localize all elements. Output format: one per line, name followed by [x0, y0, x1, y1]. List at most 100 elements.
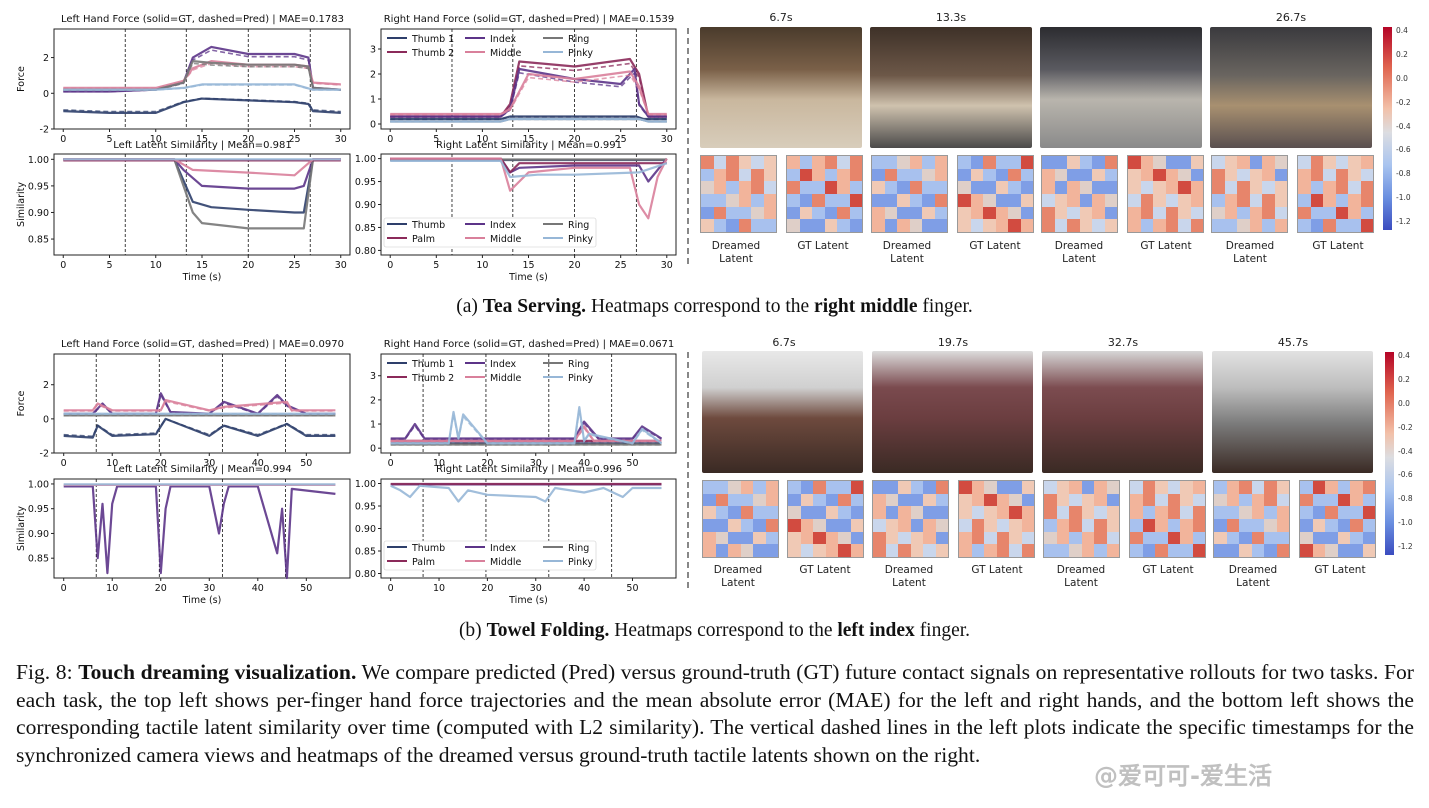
x-tick-label: 10	[476, 134, 488, 145]
heatmap-cell	[753, 519, 766, 532]
chart-a-right-force: 0 5 10 15 20 25 30 0 1 2 3 Thumb 1 Index Ring Thumb 2 M…	[370, 28, 677, 145]
heatmap-cell	[763, 219, 776, 232]
heatmap-cell	[728, 544, 741, 557]
heatmap-cell	[1264, 493, 1277, 507]
heatmap-cell	[1130, 519, 1143, 532]
heatmap-cell	[1140, 168, 1153, 182]
y-tick-label: 0	[370, 120, 376, 131]
heatmap-cell	[738, 168, 751, 182]
heatmap-cell	[1155, 493, 1168, 507]
heatmap-cell	[1021, 544, 1034, 557]
heatmap-cell	[1226, 506, 1239, 519]
heatmap-cell	[872, 181, 885, 194]
heatmap-cell	[1310, 219, 1323, 232]
heatmap-cell	[1300, 481, 1313, 494]
heatmap-cell	[812, 181, 825, 194]
heatmap-label: GT Latent	[1142, 564, 1194, 576]
heatmap-cell	[1251, 544, 1264, 557]
heatmap-cell	[1180, 519, 1193, 532]
heatmap-cell	[923, 519, 936, 532]
heatmap-cell	[1249, 168, 1262, 182]
camera-view-image	[1042, 351, 1203, 473]
heatmap-cell	[983, 168, 996, 182]
series-line-pred	[63, 97, 341, 113]
heatmap-cell	[765, 493, 778, 507]
heatmap-cell	[751, 206, 764, 220]
camera-view-image	[700, 27, 862, 148]
heatmap-cell	[1153, 194, 1166, 207]
heatmap-cell	[885, 481, 898, 494]
chart-b-left-sim: 0 10 20 30 40 50 0.85 0.90 0.95 1.00 Similarity Tim…	[16, 478, 351, 606]
colorbar-tick-label: -1.2	[1396, 217, 1411, 226]
colorbar	[1385, 352, 1394, 555]
heatmap-cell	[1178, 181, 1191, 194]
heatmap-cell	[1020, 219, 1033, 232]
heatmap-cell	[740, 493, 753, 507]
heatmap-cell	[1312, 519, 1325, 532]
heatmap-cell	[726, 206, 739, 220]
heatmap-cell	[1350, 481, 1363, 494]
heatmap-cell	[1192, 493, 1205, 507]
legend-label: Index	[490, 34, 517, 45]
x-tick-label: 25	[288, 134, 300, 145]
heatmap-cell	[837, 156, 850, 169]
heatmap-cell	[726, 219, 739, 232]
x-tick-label: 50	[626, 458, 638, 469]
heatmap-cell	[897, 194, 910, 207]
heatmap-cell	[1130, 481, 1143, 494]
x-tick-label: 0	[61, 583, 67, 594]
heatmap-cell	[1323, 194, 1336, 207]
heatmap-label: Dreamed Latent	[1054, 240, 1104, 265]
heatmap-cell	[837, 168, 850, 182]
heatmap-cell	[1155, 544, 1168, 557]
heatmap-cell	[873, 544, 886, 557]
heatmap-cell	[1167, 531, 1180, 545]
heatmap-cell	[1224, 181, 1237, 194]
heatmap-cell	[873, 506, 886, 519]
colorbar-ticks: 0.4 0.2 0.0 -0.2 -0.4 -0.6 -0.8 -1.0 -1.2	[1398, 351, 1428, 555]
heatmap-cell	[1128, 168, 1141, 182]
heatmap-cell	[935, 519, 948, 532]
heatmap-cell	[1360, 168, 1373, 182]
heatmap-cell	[958, 168, 971, 182]
heatmap-cell	[1142, 506, 1155, 519]
x-tick-label: 15	[522, 134, 534, 145]
heatmap-cell	[1180, 506, 1193, 519]
heatmap-cell	[970, 168, 983, 182]
x-tick-label: 10	[106, 583, 118, 594]
heatmap-cell	[1042, 219, 1055, 232]
latent-heatmap	[1213, 480, 1290, 558]
heatmap-cell	[813, 531, 826, 545]
colorbar-tick-label: -0.4	[1398, 446, 1413, 456]
heatmap-cell	[884, 194, 897, 207]
heatmap-cell	[910, 481, 923, 494]
heatmap-cell	[1069, 519, 1082, 532]
heatmap-cell	[1212, 181, 1225, 194]
heatmap-cell	[824, 168, 837, 182]
camera-view-image	[1040, 27, 1202, 148]
heatmap-cell	[959, 531, 972, 545]
latent-heatmap	[1043, 480, 1120, 558]
colorbar-tick-label: 0.4	[1396, 26, 1408, 35]
heatmap-cell	[1104, 156, 1117, 169]
heatmap-cell	[1042, 194, 1055, 207]
heatmap-cell	[1360, 194, 1373, 207]
heatmap-cell	[1226, 493, 1239, 507]
heatmap-cell	[1081, 506, 1094, 519]
y-tick-label: 1	[370, 95, 376, 106]
y-axis-label: Similarity	[16, 506, 27, 551]
heatmap-cell	[1300, 531, 1313, 545]
heatmap-cell	[1056, 481, 1069, 494]
heatmap-cell	[983, 194, 996, 207]
heatmap-cell	[812, 156, 825, 169]
heatmap-cell	[1310, 156, 1323, 169]
heatmap-cell	[1226, 531, 1239, 545]
heatmap-cell	[1264, 519, 1277, 532]
y-tick-label: 3	[370, 45, 376, 56]
x-tick-label: 30	[335, 260, 347, 271]
heatmap-cell	[751, 168, 764, 182]
heatmap-cell	[897, 181, 910, 194]
colorbar-tick-label: -1.2	[1398, 542, 1413, 551]
x-tick-label: 15	[196, 260, 208, 271]
heatmap-cell	[1167, 519, 1180, 532]
